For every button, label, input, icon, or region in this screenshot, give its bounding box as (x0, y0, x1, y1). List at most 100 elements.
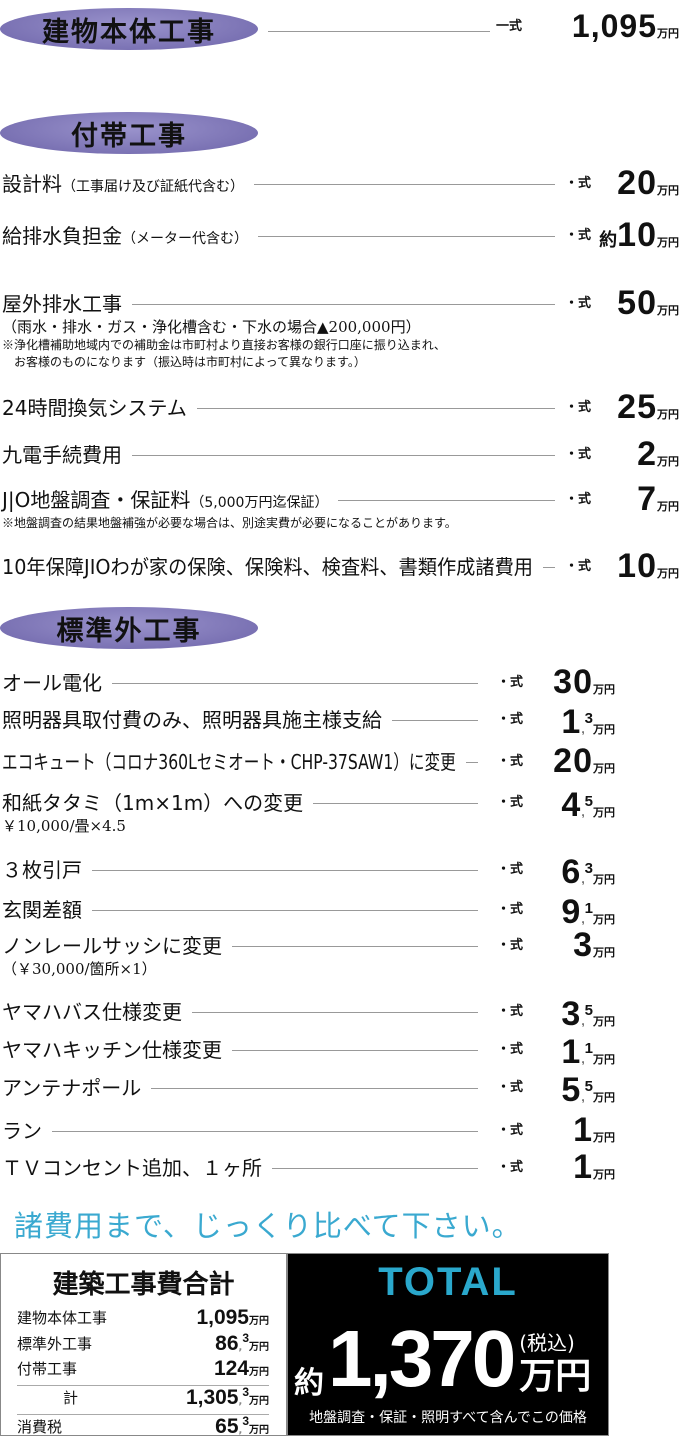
summary-label: 消費税 (17, 1418, 63, 1436)
summary-label: 標準外工事 (17, 1335, 93, 1353)
line-item: 10年保障JIOわが家の保険、保険料、検査料、書類作成諸費用 ・式 10万円 (0, 547, 681, 585)
unit: 万円 (593, 806, 615, 819)
shiki-label: ・式 (497, 902, 524, 917)
unit: 万円 (249, 1342, 269, 1353)
price: 2万円 (637, 435, 679, 473)
item-label: 10年保障JIOわが家の保険、保険料、検査料、書類作成諸費用 (2, 552, 533, 582)
item-name: エコキュート（コロナ360Lセミオート・CHP-37SAW1）に変更 (2, 750, 456, 774)
unit: 万円 (593, 1131, 615, 1144)
item-name: ３枚引戸 (2, 858, 82, 882)
decimal-comma: , (581, 1052, 585, 1066)
item-name: 玄関差額 (2, 898, 82, 922)
shiki-label: ・式 (565, 228, 592, 243)
shiki-label: ・式 (565, 400, 592, 415)
summary-int: 1,305 (185, 1386, 239, 1409)
line-item: アンテナポール ・式 5,5万円 (0, 1073, 681, 1107)
shiki-label: ・式 (565, 559, 592, 574)
shiki-label: ・式 (497, 754, 524, 769)
shiki-label: ・式 (497, 675, 524, 690)
shiki-label: ・式 (565, 296, 592, 311)
item-label: 給排水負担金（メーター代含む） (2, 221, 248, 254)
line-item: ノンレールサッシに変更 ・式 3万円 （￥30,000/箇所×1） (0, 928, 681, 978)
price-int: 7 (637, 480, 657, 518)
price-int: 50 (617, 284, 657, 322)
item-name: ヤマハバス仕様変更 (2, 1000, 182, 1024)
item-label: 和紙タタミ（1m×1m）への変更 (2, 788, 303, 818)
item-label: 24時間換気システム (2, 393, 187, 423)
unit: 万円 (593, 1015, 615, 1028)
unit: 万円 (593, 873, 615, 886)
price: 10万円 (617, 547, 679, 585)
price-int: 2 (637, 435, 657, 473)
item-subnote: （￥30,000/箇所×1） (2, 960, 157, 978)
item-name: 和紙タタミ（1m×1m）への変更 (2, 791, 304, 815)
price-int: 20 (617, 164, 657, 202)
item-label: ラン (2, 1116, 42, 1146)
summary-box: 建築工事費合計 建物本体工事 1,095万円 標準外工事 86,3万円 付帯工事 124万… (0, 1253, 287, 1438)
unit: 万円 (249, 1425, 269, 1436)
item-label: アンテナポール (2, 1073, 141, 1103)
price: 50万円 (617, 284, 679, 322)
item-name: 屋外排水工事 (2, 292, 122, 316)
summary-label: 計 (63, 1389, 79, 1407)
leader-line (254, 184, 555, 185)
summary-label: 付帯工事 (17, 1360, 78, 1378)
summary-row: 消費税 65,3万円 (17, 1414, 269, 1438)
line-item: 九電手続費用 ・式 2万円 (0, 435, 681, 473)
price-int: 10 (617, 216, 657, 254)
price-int: 10 (617, 547, 657, 585)
item-label: ＴＶコンセント追加、１ヶ所 (2, 1153, 262, 1183)
item-label: 九電手続費用 (2, 440, 122, 470)
unit: 万円 (657, 500, 679, 513)
price-int: 1 (573, 1111, 593, 1149)
line-item: ラン ・式 1万円 (0, 1113, 681, 1147)
leader-line (151, 1088, 478, 1089)
item-name: 照明器具取付費のみ、照明器具施主様支給 (2, 708, 382, 732)
item-label: 屋外排水工事 (2, 289, 122, 319)
line-item: オール電化 ・式 30万円 (0, 665, 681, 699)
summary-int: 65 (215, 1415, 239, 1438)
leader-line (132, 304, 555, 305)
leader-line (92, 910, 478, 911)
summary-value: 1,305,3万円 (185, 1385, 269, 1409)
price-int: 1 (561, 703, 582, 741)
leader-line (112, 683, 478, 684)
leader-line (392, 720, 478, 721)
item-label: J|O地盤調査・保証料（5,000万円迄保証） (2, 485, 328, 518)
summary-value: 65,3万円 (215, 1414, 269, 1438)
unit: 万円 (249, 1316, 269, 1327)
price: 20万円 (617, 164, 679, 202)
total-note: 地盤調査・保証・照明すべて含んでこの価格 (309, 1410, 587, 1426)
price-decimal: 5 (584, 793, 593, 810)
line-item: 24時間換気システム ・式 25万円 (0, 390, 681, 424)
item-label: エコキュート（コロナ360Lセミオート・CHP-37SAW1）に変更 (2, 747, 456, 777)
item-label: ３枚引戸 (2, 855, 82, 885)
shiki-label: ・式 (565, 176, 592, 191)
line-item: 設計料（工事届け及び証紙代含む） ・式 20万円 (0, 164, 681, 202)
item-subnote: お客様のものになります（振込時は市町村によって異なります。） (2, 355, 366, 369)
unit: 万円 (593, 683, 615, 696)
unit: 万円 (657, 455, 679, 468)
leader-line (232, 946, 478, 947)
price: 約10万円 (599, 216, 679, 254)
price-decimal: 1 (584, 1040, 593, 1057)
price-int: 1 (573, 1148, 593, 1186)
leader-line (313, 803, 478, 804)
shiki-label: ・式 (497, 1123, 524, 1138)
item-name: 10年保障JIOわが家の保険、保険料、検査料、書類作成諸費用 (2, 555, 533, 579)
price: 7万円 (637, 480, 679, 518)
line-item: エコキュート（コロナ360Lセミオート・CHP-37SAW1）に変更 ・式 20万円 (0, 744, 681, 778)
item-subnote: ※浄化槽補助地域内での補助金は市町村より直接お客様の銀行口座に振り込まれ、 (2, 338, 446, 352)
summary-value: 124万円 (214, 1357, 269, 1385)
item-label: ヤマハキッチン仕様変更 (2, 1035, 222, 1065)
summary-value: 86,3万円 (215, 1331, 269, 1355)
line-item: ヤマハキッチン仕様変更 ・式 1,1万円 (0, 1035, 681, 1069)
unit: 万円 (593, 946, 615, 959)
total-unit: 万円 (519, 1356, 592, 1397)
item-note: （工事届け及び証紙代含む） (62, 179, 244, 195)
summary-row: 付帯工事 124万円 (17, 1357, 269, 1381)
item-subnote: ￥10,000/畳×4.5 (2, 817, 126, 835)
leader-line (197, 408, 555, 409)
leader-line (338, 500, 555, 501)
price-int: 30 (553, 663, 593, 701)
